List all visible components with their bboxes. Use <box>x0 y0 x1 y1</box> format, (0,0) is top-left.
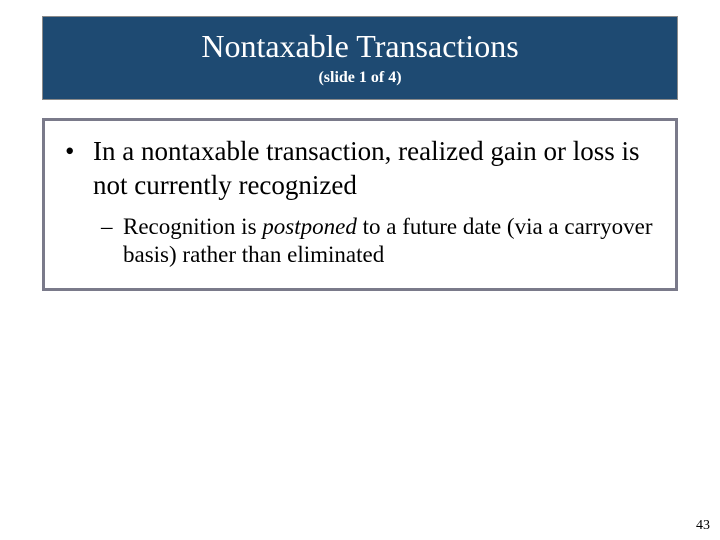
title-box: Nontaxable Transactions (slide 1 of 4) <box>42 16 678 100</box>
page-number: 43 <box>696 518 710 534</box>
sub-pre: Recognition is <box>123 214 262 239</box>
bullet-text: In a nontaxable transaction, realized ga… <box>93 135 655 203</box>
sub-bullet-item: – Recognition is postponed to a future d… <box>65 213 655 271</box>
bullet-item: • In a nontaxable transaction, realized … <box>65 135 655 203</box>
sub-bullet-mark: – <box>101 213 123 242</box>
sub-emph: postponed <box>262 214 357 239</box>
bullet-mark: • <box>65 135 93 169</box>
slide-title: Nontaxable Transactions <box>201 29 518 64</box>
sub-bullet-text: Recognition is postponed to a future dat… <box>123 213 655 271</box>
content-box: • In a nontaxable transaction, realized … <box>42 118 678 291</box>
slide-subtitle: (slide 1 of 4) <box>318 69 401 87</box>
